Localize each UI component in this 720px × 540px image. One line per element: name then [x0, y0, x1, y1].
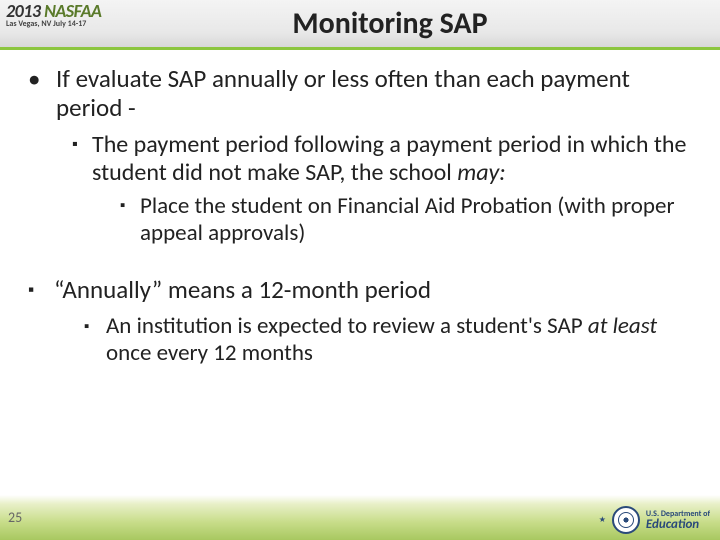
header-bar: 2013 NASFAA Las Vegas, NV July 14-17 Mon… — [0, 0, 720, 50]
slide-title: Monitoring SAP — [60, 5, 720, 42]
bullet-square-icon: ▪ — [72, 131, 92, 188]
dept-education-logo: ★ U.S. Department of Education — [599, 506, 710, 534]
bullet-b1: ▪ “Annually” means a 12-month period — [28, 275, 700, 305]
brand-line: 2013 NASFAA — [6, 2, 101, 20]
l2-em: may: — [457, 158, 505, 187]
second-block: ▪ “Annually” means a 12-month period ▪ A… — [28, 275, 700, 368]
star-icon: ★ — [599, 515, 606, 525]
education-seal-icon — [612, 506, 640, 534]
bullet-square-icon: ▪ — [120, 193, 140, 247]
b2-em: at least — [588, 312, 657, 340]
bullet-level1: • If evaluate SAP annually or less often… — [28, 65, 700, 123]
bullet-dot-icon: • — [28, 65, 56, 123]
bullet-square-icon: ▪ — [28, 275, 54, 305]
bullet-level2: ▪ The payment period following a payment… — [72, 131, 700, 188]
slide: 2013 NASFAA Las Vegas, NV July 14-17 Mon… — [0, 0, 720, 540]
bullet-l2-text: The payment period following a payment p… — [92, 131, 700, 188]
bullet-level3: ▪ Place the student on Financial Aid Pro… — [120, 193, 700, 247]
dept-big: Education — [646, 518, 710, 531]
bullet-b2: ▪ An institution is expected to review a… — [84, 313, 700, 368]
bullet-square-icon: ▪ — [84, 313, 106, 368]
page-number: 25 — [8, 509, 22, 526]
bullet-l3-text: Place the student on Financial Aid Proba… — [140, 193, 700, 247]
education-text: U.S. Department of Education — [646, 510, 710, 531]
bullet-b2-text: An institution is expected to review a s… — [106, 313, 700, 368]
l2-pre: The payment period following a payment p… — [92, 130, 686, 187]
bullet-l1-text: If evaluate SAP annually or less often t… — [56, 65, 700, 123]
bullet-b1-text: “Annually” means a 12-month period — [54, 275, 431, 305]
b2-post: once every 12 months — [106, 339, 313, 367]
content-area: • If evaluate SAP annually or less often… — [28, 65, 700, 368]
b2-pre: An institution is expected to review a s… — [106, 312, 588, 340]
header-branding: 2013 NASFAA Las Vegas, NV July 14-17 — [6, 2, 101, 28]
